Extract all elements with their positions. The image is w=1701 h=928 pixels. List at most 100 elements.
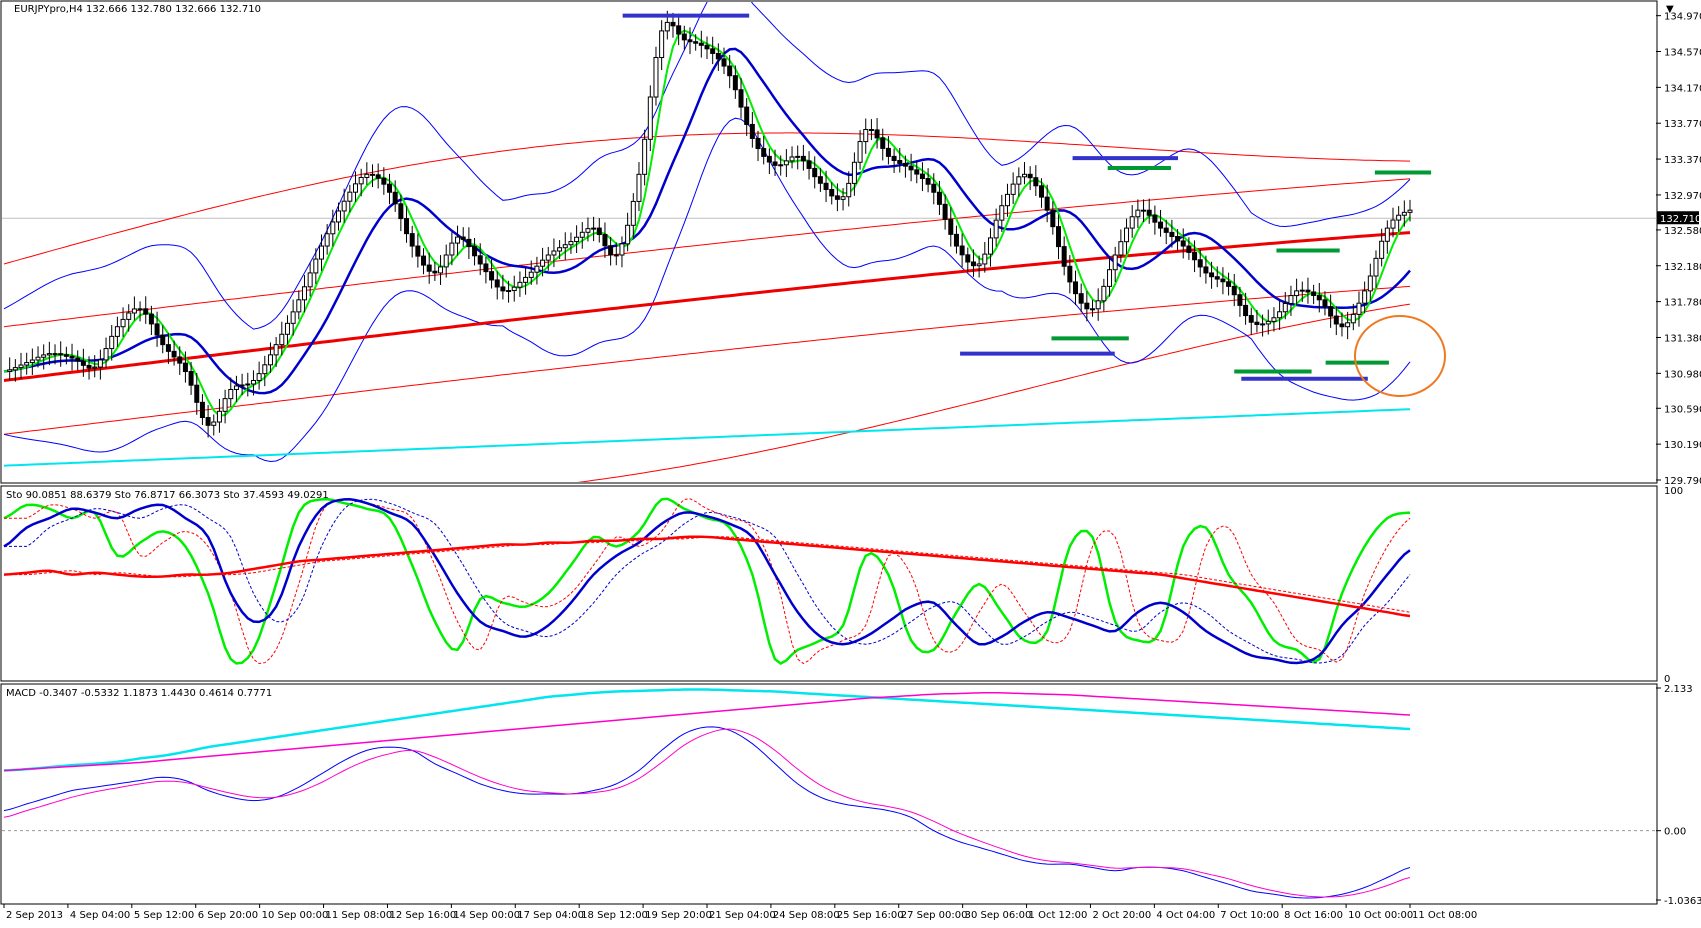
candle-body [307,272,313,288]
candle [880,128,886,161]
candle-body [732,75,738,91]
candle [245,372,251,397]
candle [318,234,324,271]
candle-body [676,25,682,35]
candle [732,65,738,99]
candle [273,337,279,367]
candle-body [92,366,98,369]
candle [653,46,659,106]
candle-body [1004,193,1010,207]
candle [41,344,47,370]
price-panel [2,2,1656,482]
candle-body [375,174,381,179]
candle [205,405,211,438]
candle-body [290,311,296,324]
candle [69,343,75,371]
candle [1362,281,1368,314]
candle [1288,285,1294,316]
candle-body [1282,302,1288,313]
candle [29,348,35,375]
candle [1158,209,1164,237]
candle-body [1107,269,1113,287]
candle-body [415,245,421,257]
macd-axis-label: 2.133 [1664,684,1693,695]
candle-body [80,360,86,366]
candle [330,209,336,247]
candle [52,344,58,365]
candle-body [523,276,529,283]
candle [188,362,194,395]
candle-body [1084,302,1090,310]
candle [194,372,200,415]
candle [1050,201,1056,235]
candle-body [353,183,358,193]
candle [1135,199,1141,228]
candle [687,27,693,55]
highlight-circle-annotation [1354,315,1446,397]
candle-body [1379,240,1385,259]
candle-body [1180,240,1186,247]
candle [625,212,631,252]
candle [749,112,755,148]
candle [1265,309,1271,335]
candle [262,355,268,387]
candle [1243,292,1249,325]
candle [1214,266,1220,288]
candle [999,194,1005,232]
candle [721,47,727,75]
candle [500,274,506,300]
candle [778,155,784,176]
stochastic-signal-line [4,536,1411,613]
price-axis-label: 131.780 [1664,298,1701,309]
candle [1311,284,1317,305]
candle [1186,237,1192,260]
candle [1237,286,1243,317]
candle [267,342,273,373]
price-axis-label: 132.580 [1664,226,1701,237]
candle [534,256,540,285]
candle [840,188,846,211]
candle [182,351,188,383]
candle-body [710,48,716,54]
candle-body [840,196,846,200]
candle-body [1209,272,1215,278]
symbol-label: EURJPYpro,H4 [14,4,83,15]
candle-body [1299,289,1305,292]
candle-body [749,123,755,139]
candle-body [205,417,211,426]
candle-body [1027,173,1033,179]
candle-body [999,205,1005,221]
candle [35,346,41,368]
candle [591,216,597,242]
candle [358,168,364,197]
time-axis-label: 1 Oct 12:00 [1029,910,1088,921]
candle [1203,255,1209,284]
candle [897,147,903,173]
time-axis-label: 19 Sep 20:00 [645,910,712,921]
candle-body [772,161,778,166]
candle [676,13,682,46]
candle-body [970,261,976,267]
candle [1316,282,1322,313]
candle [449,232,455,266]
candle-body [608,245,614,256]
candle [1146,198,1152,224]
candle [46,341,52,366]
red-moving-average [3,231,1411,382]
candle [1333,306,1339,336]
candle [1356,291,1362,327]
candle [233,375,239,402]
stochastic-line [3,498,1411,665]
candle [222,389,228,424]
envelope-lower-inner [3,285,1411,435]
candle [148,305,154,335]
time-axis-label: 4 Oct 04:00 [1156,910,1215,921]
candle-body [987,237,993,255]
price-axis-label: 133.370 [1664,155,1701,166]
candle-body [1033,177,1039,187]
candle [466,227,472,260]
candle-body [75,357,81,362]
candle [1078,283,1084,313]
candle-body [24,362,30,366]
candle [857,130,863,170]
